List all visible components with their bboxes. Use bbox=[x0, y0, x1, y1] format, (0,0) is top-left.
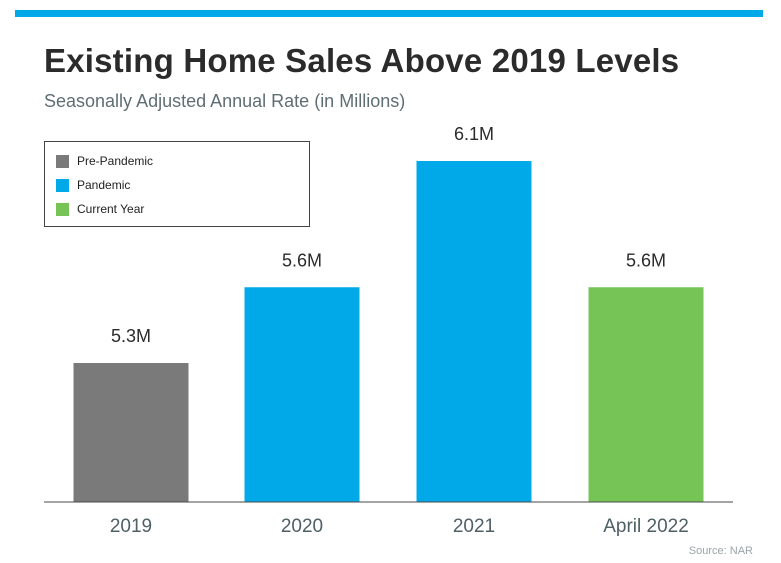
x-tick-label-2021: 2021 bbox=[453, 516, 495, 537]
legend-swatch-pre-pandemic bbox=[56, 154, 69, 168]
source-note: Source: NAR bbox=[688, 545, 753, 557]
data-label-2021: 6.1M bbox=[454, 124, 494, 144]
data-label-2020: 5.6M bbox=[282, 250, 322, 270]
bar-2020 bbox=[244, 287, 360, 502]
data-label-april-2022: 5.6M bbox=[626, 250, 666, 270]
x-tick-label-april-2022: April 2022 bbox=[603, 516, 689, 537]
legend-item-current-year: Current Year bbox=[56, 201, 144, 217]
bar-2021 bbox=[416, 161, 532, 502]
legend-label-pre-pandemic: Pre-Pandemic bbox=[77, 154, 154, 168]
bar-april-2022 bbox=[588, 287, 704, 502]
legend-swatch-current-year bbox=[56, 202, 69, 216]
chart-subtitle: Seasonally Adjusted Annual Rate (in Mill… bbox=[44, 91, 406, 111]
legend-label-current-year: Current Year bbox=[77, 202, 145, 216]
x-tick-label-2020: 2020 bbox=[281, 516, 323, 537]
x-tick-label-2019: 2019 bbox=[110, 516, 152, 537]
chart-legend: Pre-Pandemic Pandemic Current Year bbox=[44, 141, 310, 227]
legend-item-pandemic: Pandemic bbox=[56, 177, 130, 193]
legend-swatch-pandemic bbox=[56, 178, 69, 192]
legend-item-pre-pandemic: Pre-Pandemic bbox=[56, 153, 153, 169]
bar-2019 bbox=[73, 363, 189, 502]
legend-label-pandemic: Pandemic bbox=[77, 178, 131, 192]
chart-title: Existing Home Sales Above 2019 Levels bbox=[44, 42, 680, 79]
data-label-2019: 5.3M bbox=[111, 326, 151, 346]
top-accent-bar bbox=[15, 10, 763, 17]
